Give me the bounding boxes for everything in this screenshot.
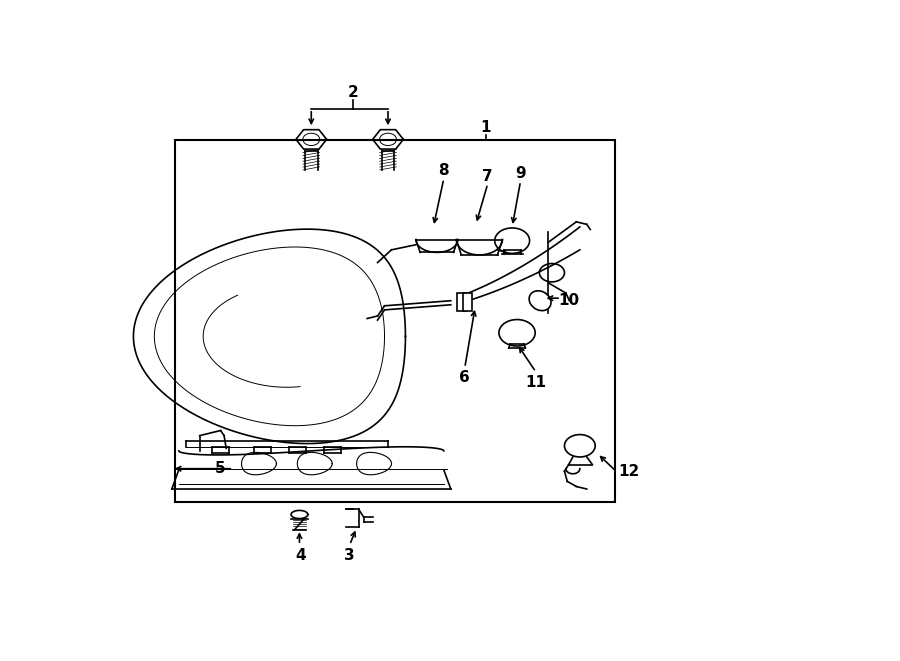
Bar (176, 140, 615, 502)
Text: 1: 1 (481, 120, 491, 135)
Bar (463, 293, 473, 311)
Text: 8: 8 (438, 163, 449, 178)
Bar (456, 293, 466, 311)
Text: 10: 10 (559, 293, 580, 308)
Text: 9: 9 (515, 166, 526, 181)
Text: 11: 11 (526, 375, 546, 389)
Text: 5: 5 (215, 461, 226, 476)
Ellipse shape (529, 291, 551, 311)
Text: 7: 7 (482, 169, 493, 184)
Text: 12: 12 (618, 464, 639, 479)
Text: 4: 4 (295, 548, 306, 563)
Text: 6: 6 (459, 369, 470, 385)
Text: 2: 2 (347, 85, 358, 100)
Text: 3: 3 (345, 548, 355, 563)
